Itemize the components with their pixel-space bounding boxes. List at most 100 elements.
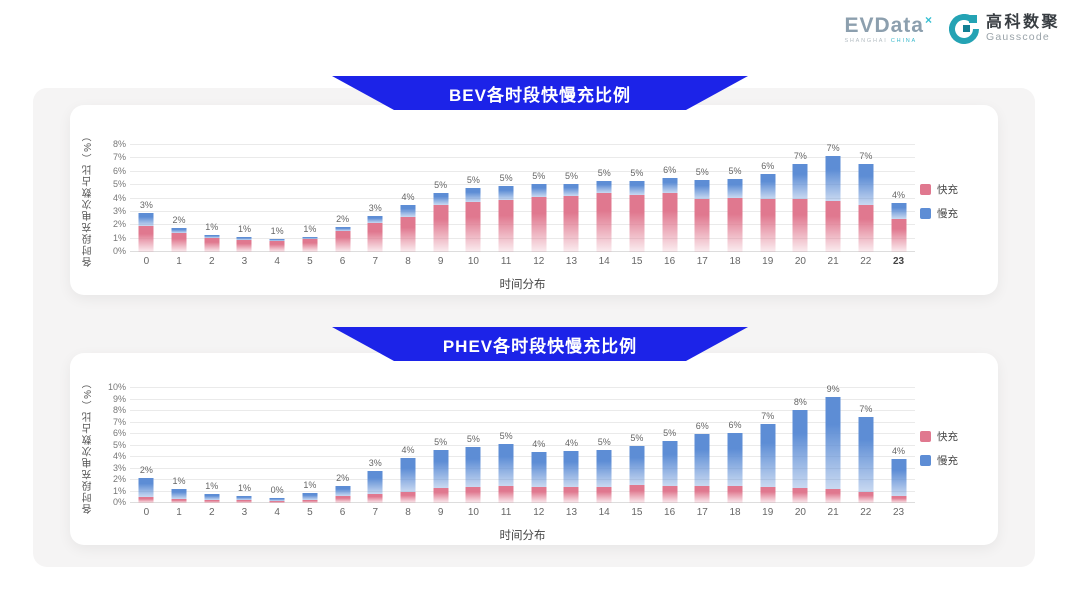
stacked-bar[interactable] [694,434,710,503]
stacked-bar[interactable] [563,451,579,503]
fast-charge-segment[interactable] [433,205,449,252]
slow-charge-segment[interactable] [760,423,776,487]
slow-charge-segment[interactable] [367,215,383,223]
fast-charge-segment[interactable] [498,485,514,503]
stacked-bar[interactable] [302,493,318,503]
stacked-bar[interactable] [433,193,449,252]
slow-charge-segment[interactable] [760,173,776,200]
fast-charge-segment[interactable] [171,233,187,252]
fast-charge-segment[interactable] [694,485,710,503]
slow-charge-segment[interactable] [302,236,318,240]
fast-charge-segment[interactable] [891,218,907,252]
fast-charge-segment[interactable] [760,486,776,503]
slow-charge-segment[interactable] [596,450,612,487]
stacked-bar[interactable] [531,452,547,503]
slow-charge-segment[interactable] [367,471,383,495]
stacked-bar[interactable] [236,237,252,252]
fast-charge-segment[interactable] [138,497,154,503]
fast-charge-segment[interactable] [138,225,154,252]
fast-charge-segment[interactable] [563,486,579,503]
stacked-bar[interactable] [792,409,808,503]
stacked-bar[interactable] [400,458,416,503]
fast-charge-segment[interactable] [465,486,481,503]
stacked-bar[interactable] [335,485,351,503]
slow-charge-segment[interactable] [531,184,547,198]
fast-charge-segment[interactable] [269,500,285,503]
stacked-bar[interactable] [400,205,416,252]
slow-charge-segment[interactable] [727,432,743,486]
fast-charge-segment[interactable] [596,193,612,252]
slow-charge-segment[interactable] [563,451,579,487]
slow-charge-segment[interactable] [891,459,907,497]
fast-charge-segment[interactable] [858,491,874,503]
fast-charge-segment[interactable] [171,498,187,503]
fast-charge-segment[interactable] [204,237,220,252]
legend-item-slow[interactable]: 慢充 [920,453,984,468]
stacked-bar[interactable] [204,234,220,252]
fast-charge-segment[interactable] [596,486,612,503]
slow-charge-segment[interactable] [563,183,579,196]
fast-charge-segment[interactable] [204,499,220,503]
slow-charge-segment[interactable] [204,493,220,500]
slow-charge-segment[interactable] [171,227,187,234]
stacked-bar[interactable] [335,226,351,252]
fast-charge-segment[interactable] [531,197,547,252]
fast-charge-segment[interactable] [727,485,743,503]
fast-charge-segment[interactable] [465,201,481,252]
slow-charge-segment[interactable] [302,493,318,500]
stacked-bar[interactable] [629,445,645,503]
stacked-bar[interactable] [760,173,776,252]
slow-charge-segment[interactable] [269,239,285,241]
slow-charge-segment[interactable] [629,445,645,486]
legend-item-fast[interactable]: 快充 [920,182,984,197]
fast-charge-segment[interactable] [629,485,645,503]
fast-charge-segment[interactable] [629,194,645,252]
stacked-bar[interactable] [367,471,383,503]
fast-charge-segment[interactable] [302,239,318,252]
slow-charge-segment[interactable] [138,213,154,226]
stacked-bar[interactable] [792,163,808,252]
slow-charge-segment[interactable] [236,496,252,501]
stacked-bar[interactable] [236,496,252,503]
stacked-bar[interactable] [727,179,743,252]
fast-charge-segment[interactable] [563,195,579,252]
stacked-bar[interactable] [662,177,678,252]
slow-charge-segment[interactable] [171,489,187,499]
stacked-bar[interactable] [825,155,841,252]
slow-charge-segment[interactable] [498,186,514,200]
slow-charge-segment[interactable] [269,497,285,501]
stacked-bar[interactable] [825,397,841,503]
stacked-bar[interactable] [498,444,514,503]
fast-charge-segment[interactable] [825,200,841,252]
fast-charge-segment[interactable] [302,499,318,503]
fast-charge-segment[interactable] [825,489,841,503]
stacked-bar[interactable] [629,181,645,252]
stacked-bar[interactable] [563,183,579,252]
stacked-bar[interactable] [760,423,776,503]
slow-charge-segment[interactable] [858,163,874,206]
stacked-bar[interactable] [138,477,154,503]
fast-charge-segment[interactable] [498,199,514,252]
fast-charge-segment[interactable] [400,491,416,503]
stacked-bar[interactable] [596,450,612,503]
stacked-bar[interactable] [367,215,383,252]
stacked-bar[interactable] [498,186,514,252]
stacked-bar[interactable] [204,493,220,503]
stacked-bar[interactable] [727,432,743,503]
fast-charge-segment[interactable] [269,240,285,252]
slow-charge-segment[interactable] [694,179,710,199]
fast-charge-segment[interactable] [400,217,416,252]
fast-charge-segment[interactable] [433,488,449,503]
stacked-bar[interactable] [465,188,481,252]
fast-charge-segment[interactable] [662,485,678,503]
slow-charge-segment[interactable] [825,155,841,201]
fast-charge-segment[interactable] [236,239,252,252]
slow-charge-segment[interactable] [138,477,154,498]
fast-charge-segment[interactable] [792,488,808,503]
legend-item-slow[interactable]: 慢充 [920,206,984,221]
fast-charge-segment[interactable] [792,198,808,252]
slow-charge-segment[interactable] [694,434,710,486]
fast-charge-segment[interactable] [760,199,776,252]
stacked-bar[interactable] [465,446,481,503]
slow-charge-segment[interactable] [465,188,481,202]
